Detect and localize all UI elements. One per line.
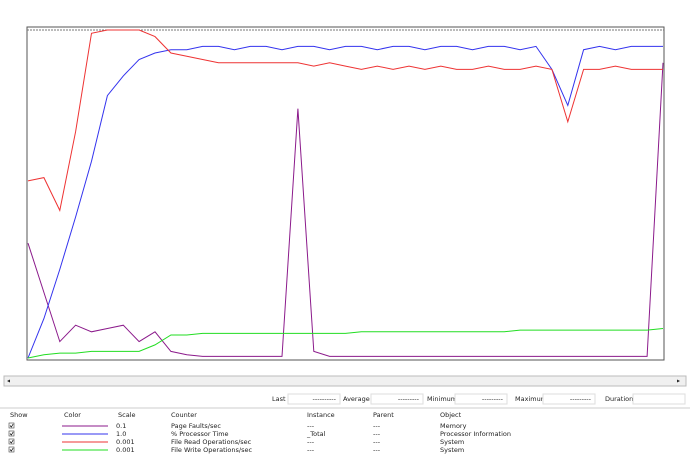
column-header: Show [10, 411, 28, 419]
cell: Memory [440, 422, 467, 430]
cell: 1.0 [116, 430, 126, 438]
counter-table: Show Color Scale Counter Instance Parent Objec… [8, 411, 511, 454]
stat-box [542, 393, 596, 405]
stat-box [454, 393, 508, 405]
stat-label: Minimum [427, 395, 457, 403]
stat-value: --------- [482, 395, 504, 403]
cell: File Read Operations/sec [171, 438, 252, 446]
cell: --- [373, 438, 381, 446]
show-checkbox[interactable] [8, 446, 15, 453]
show-checkbox[interactable] [8, 438, 15, 445]
scrollbar[interactable] [3, 375, 687, 387]
cell: 0.1 [116, 422, 126, 430]
series-line [27, 29, 663, 212]
column-header: Parent [373, 411, 394, 419]
cell: --- [307, 446, 315, 454]
stat-value: --------- [570, 395, 592, 403]
cell: Processor Information [440, 430, 511, 438]
cell: System [440, 446, 464, 454]
cell: --- [373, 422, 381, 430]
check [9, 431, 14, 436]
cell: Page Faults/sec [171, 422, 221, 430]
show-checkbox[interactable] [8, 422, 15, 429]
column-header: Counter [171, 411, 197, 419]
show-checkbox[interactable] [8, 430, 15, 437]
cell: --- [307, 438, 315, 446]
check [9, 423, 14, 428]
stat-box [632, 393, 686, 405]
stat-value: ---------- [313, 395, 337, 403]
stat-label: Last [272, 395, 286, 403]
cell: _Total [306, 430, 326, 438]
plot [27, 29, 664, 359]
series-line [27, 328, 664, 359]
column-header: Scale [118, 411, 136, 419]
series-line [27, 45, 663, 359]
cell: System [440, 438, 464, 446]
scroll-right[interactable]: ▸ [677, 378, 680, 385]
stat-box [287, 393, 341, 405]
stat-label: Duration [605, 395, 633, 403]
column-header: Object [440, 411, 462, 419]
cell: File Write Operations/sec [171, 446, 252, 454]
stat-label: Average [343, 395, 370, 403]
cell: --- [373, 446, 381, 454]
cell: --- [373, 430, 381, 438]
cell: 0.001 [116, 438, 135, 446]
check [9, 439, 14, 444]
column-header: Instance [307, 411, 335, 419]
scroll-left[interactable]: ◂ [7, 378, 10, 385]
cell: --- [307, 422, 315, 430]
stat-label: Maximum [515, 395, 547, 403]
stats-bar: Last ---------- Average --------- Minimum ---… [272, 393, 686, 405]
stat-value: --------- [398, 395, 420, 403]
cell: 0.001 [116, 446, 135, 454]
stat-box [370, 393, 424, 405]
series-line [27, 62, 664, 357]
column-header: Color [64, 411, 81, 419]
check [9, 447, 14, 452]
cell: % Processor Time [171, 430, 229, 438]
